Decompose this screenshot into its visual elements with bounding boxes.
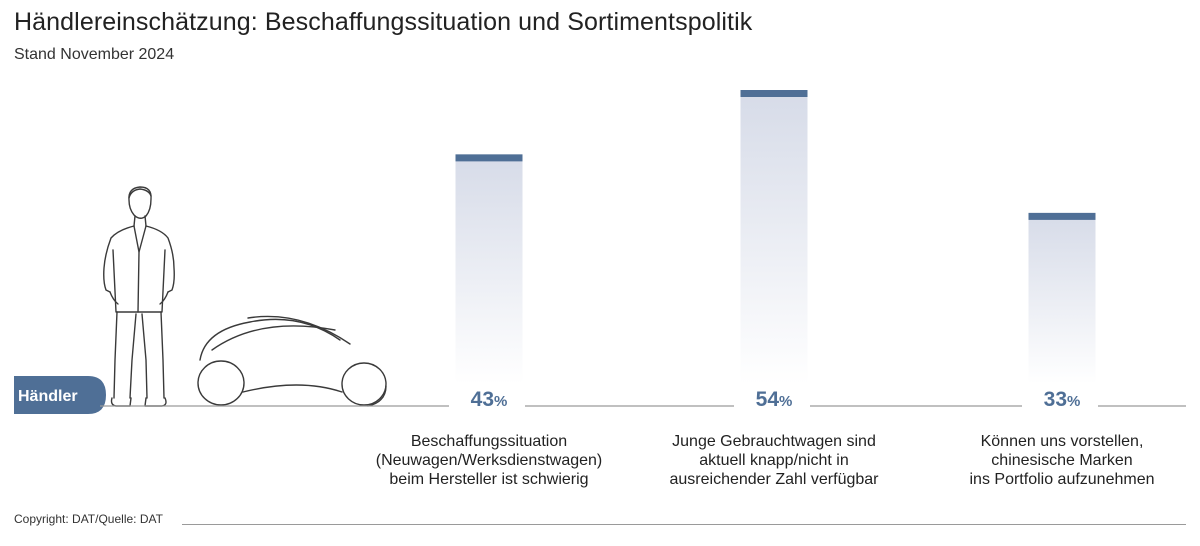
badge-label: Händler	[18, 388, 78, 405]
chart-subtitle: Stand November 2024	[14, 46, 175, 63]
bar-2	[740, 90, 808, 384]
footer-rule	[182, 524, 1186, 525]
category-label-3: Können uns vorstellen, chinesische Marke…	[969, 433, 1155, 488]
bars-group: 43% 54% 33%	[455, 90, 1096, 411]
chart-title: Händlereinschätzung: Beschaffungssituati…	[14, 8, 753, 36]
haendler-badge: Händler	[14, 376, 106, 414]
car-icon	[197, 315, 387, 407]
value-label-3: 33%	[1044, 388, 1081, 411]
copyright-footer: Copyright: DAT/Quelle: DAT	[14, 512, 163, 526]
bar-1	[455, 154, 523, 384]
bar-3	[1028, 212, 1096, 384]
person-icon	[103, 186, 175, 407]
value-label-1: 43%	[471, 388, 508, 411]
bar-cap-3	[1028, 212, 1096, 220]
category-label-1: Beschaffungssituation (Neuwagen/Werksdie…	[375, 433, 603, 488]
bar-cap-2	[740, 90, 808, 97]
category-label-2: Junge Gebrauchtwagen sind aktuell knapp/…	[669, 433, 879, 488]
bar-cap-1	[455, 154, 523, 162]
value-label-2: 54%	[756, 388, 793, 411]
badge-shape	[14, 376, 106, 414]
